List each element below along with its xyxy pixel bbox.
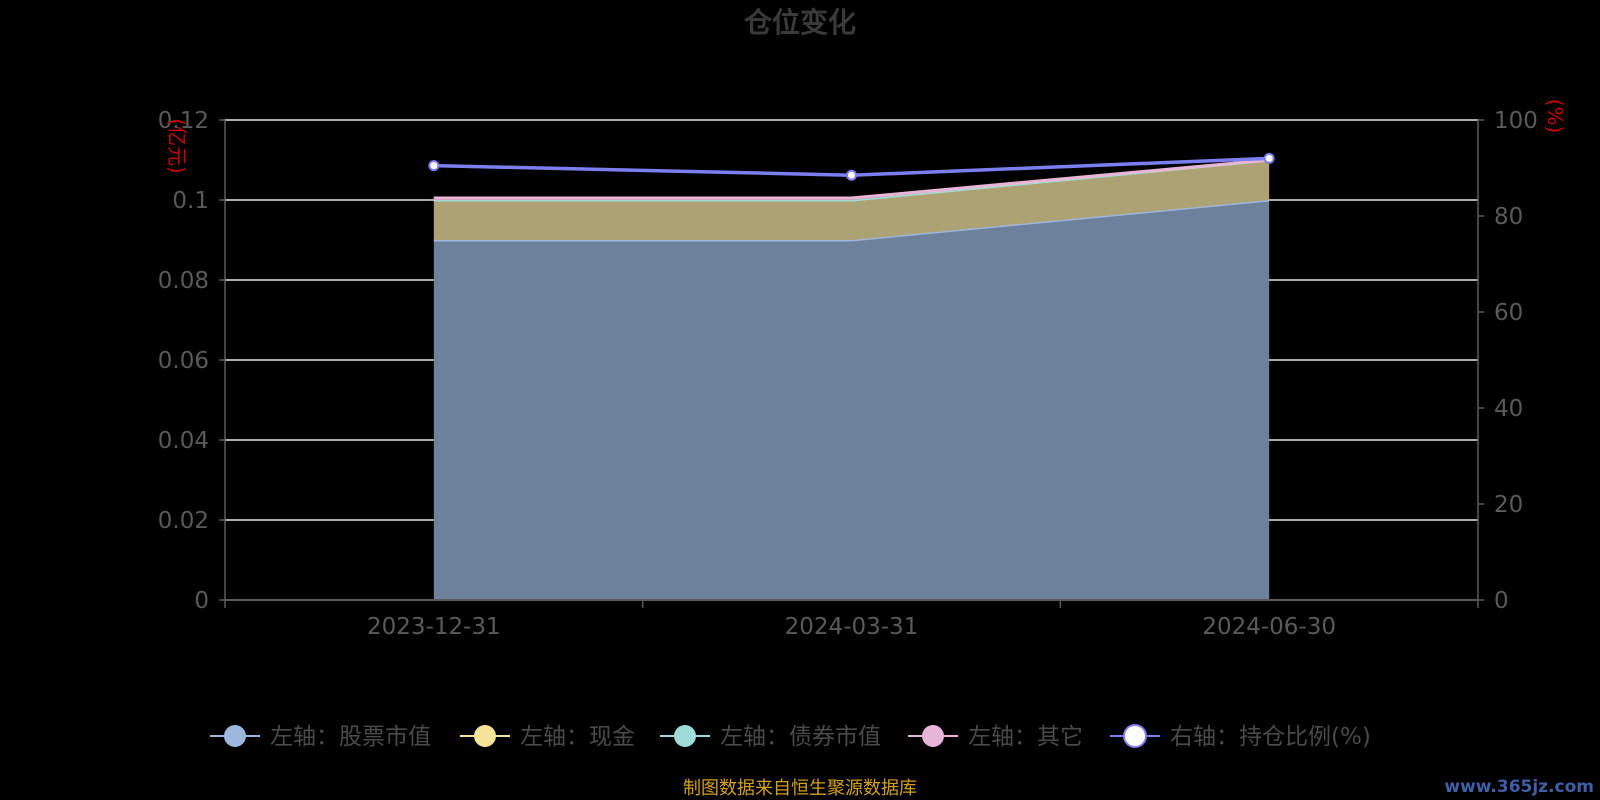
left-tick-label: 0.02 <box>158 508 209 534</box>
right-tick-label: 40 <box>1494 396 1523 422</box>
left-tick-label: 0.12 <box>158 108 209 134</box>
legend-item: 左轴：债券市值 <box>660 724 881 750</box>
right-axis-unit: (%) <box>1543 99 1567 134</box>
legend-label: 左轴：股票市值 <box>270 724 431 750</box>
left-tick-label: 0.1 <box>172 188 209 214</box>
left-tick-label: 0.06 <box>158 348 209 374</box>
legend-marker <box>922 725 944 747</box>
ratio-point <box>846 169 857 181</box>
legend-item: 右轴：持仓比例(%) <box>1110 724 1371 750</box>
area-0 <box>433 200 1270 600</box>
x-tick-label: 2024-06-30 <box>1202 614 1336 640</box>
chart-title: 仓位变化 <box>744 6 856 39</box>
legend-item: 左轴：股票市值 <box>210 724 431 750</box>
right-tick-label: 20 <box>1494 492 1523 518</box>
legend-marker <box>674 725 696 747</box>
legend-item: 左轴：现金 <box>460 724 635 750</box>
area-edge-3 <box>433 158 1270 200</box>
right-tick-label: 80 <box>1494 204 1523 230</box>
right-tick-label: 0 <box>1494 588 1509 614</box>
left-tick-label: 0.08 <box>158 268 209 294</box>
legend-marker <box>474 725 496 747</box>
legend-label: 左轴：其它 <box>968 724 1083 750</box>
ratio-point <box>428 160 440 172</box>
legend-marker <box>1123 724 1147 748</box>
right-tick-label: 100 <box>1494 108 1538 134</box>
legend: 左轴：股票市值 左轴：现金 左轴：债券市值 左轴：其它 右轴：持仓比例(%) <box>210 724 1371 750</box>
axes: 0 0.02 0.04 0.06 0.08 0.1 0.12 0 20 40 60 80 100 2023… <box>158 108 1538 640</box>
x-tick-label: 2023-12-31 <box>367 614 501 640</box>
legend-marker <box>224 725 246 747</box>
data-source-footer: 制图数据来自恒生聚源数据库 <box>683 778 917 799</box>
legend-item: 左轴：其它 <box>908 724 1083 750</box>
ratio-line-layer <box>428 152 1275 181</box>
legend-label: 左轴：债券市值 <box>720 724 881 750</box>
stacked-areas <box>433 158 1270 600</box>
left-tick-label: 0 <box>194 588 209 614</box>
left-axis-unit: (亿元) <box>165 118 189 174</box>
right-tick-label: 60 <box>1494 300 1523 326</box>
watermark: www.365jz.com <box>1444 777 1594 797</box>
legend-label: 右轴：持仓比例(%) <box>1170 724 1371 750</box>
x-tick-label: 2024-03-31 <box>785 614 919 640</box>
left-tick-label: 0.04 <box>158 428 209 454</box>
ratio-point <box>1263 152 1275 164</box>
legend-label: 左轴：现金 <box>520 724 635 750</box>
